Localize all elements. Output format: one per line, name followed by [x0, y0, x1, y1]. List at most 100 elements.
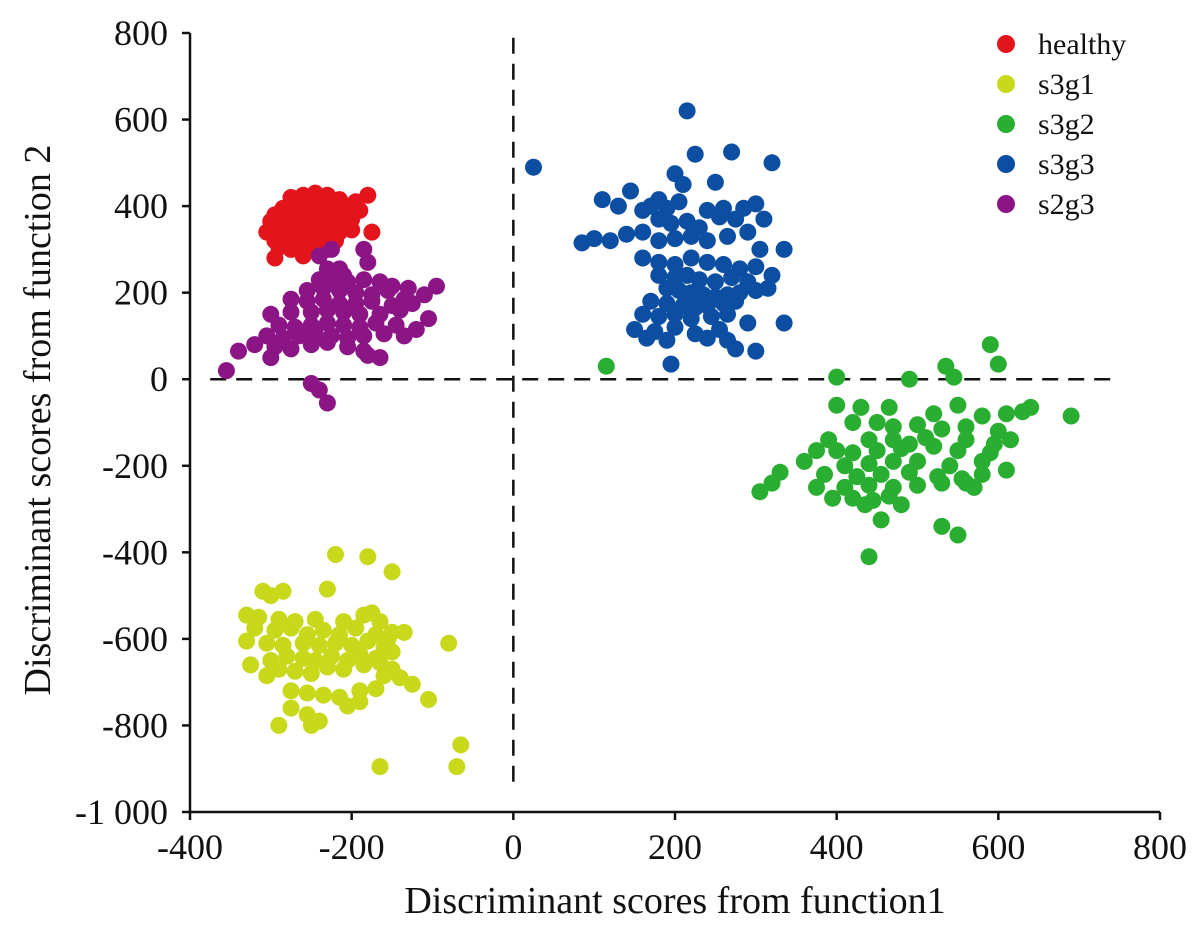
- data-point-healthy: [266, 249, 284, 267]
- legend-marker: [997, 75, 1015, 93]
- data-point-s3g1: [294, 634, 312, 652]
- data-point-s3g1: [403, 675, 421, 693]
- data-point-s3g1: [335, 660, 353, 678]
- data-point-s3g2: [872, 465, 890, 483]
- legend-marker: [997, 155, 1015, 173]
- data-point-s2g3: [351, 305, 369, 323]
- data-point-s3g2: [751, 483, 769, 501]
- data-point-s3g3: [702, 308, 720, 325]
- x-tick-label: 0: [504, 827, 522, 867]
- data-point-s3g2: [933, 517, 951, 535]
- data-point-s3g3: [601, 232, 619, 250]
- data-point-s2g3: [282, 290, 300, 308]
- data-point-s3g3: [747, 195, 765, 213]
- data-point-s3g2: [933, 474, 951, 492]
- data-point-s2g3: [262, 349, 280, 367]
- data-point-s3g2: [981, 336, 999, 354]
- data-point-s3g3: [666, 318, 684, 336]
- data-point-s3g1: [367, 680, 385, 698]
- data-point-s3g3: [775, 314, 793, 332]
- data-point-s3g3: [763, 266, 781, 284]
- data-point-s3g3: [711, 208, 728, 226]
- data-point-s3g2: [828, 396, 846, 414]
- data-point-s3g3: [638, 329, 656, 347]
- x-tick-label: 800: [1133, 827, 1187, 867]
- data-point-s2g3: [355, 271, 373, 289]
- x-axis-title: Discriminant scores from function1: [404, 880, 945, 922]
- data-point-s3g3: [706, 173, 724, 191]
- legend-label: s2g3: [1038, 188, 1095, 221]
- data-point-s3g1: [258, 634, 276, 652]
- data-point-s3g2: [965, 478, 983, 496]
- data-point-s3g3: [626, 321, 644, 338]
- data-point-s3g3: [682, 310, 700, 328]
- data-point-s3g1: [278, 647, 296, 665]
- data-point-s3g1: [314, 621, 332, 639]
- data-point-s3g3: [739, 314, 757, 332]
- data-point-s3g2: [909, 416, 926, 434]
- data-point-s3g3: [662, 355, 680, 373]
- data-point-s3g1: [347, 619, 365, 637]
- data-point-s3g2: [860, 476, 878, 494]
- data-point-s3g2: [909, 476, 926, 494]
- data-point-s3g2: [941, 457, 959, 475]
- data-point-s2g3: [282, 303, 300, 321]
- data-point-s2g3: [230, 342, 247, 360]
- data-point-s2g3: [391, 301, 409, 319]
- data-point-s3g3: [727, 210, 745, 228]
- series-s3g1: [238, 546, 470, 776]
- data-point-s3g3: [678, 102, 696, 120]
- x-tick-label: 400: [810, 827, 864, 867]
- data-point-s3g2: [973, 407, 991, 425]
- data-point-s3g3: [609, 197, 627, 215]
- data-point-s3g2: [1062, 407, 1080, 425]
- data-point-s3g2: [848, 468, 866, 486]
- legend-item-s3g1: s3g1: [997, 68, 1095, 101]
- data-point-s3g2: [892, 440, 910, 457]
- data-point-s3g2: [933, 420, 951, 438]
- data-point-s3g1: [351, 693, 369, 711]
- y-tick-label: 800: [114, 13, 168, 53]
- data-point-s3g3: [666, 305, 684, 323]
- x-tick-label: 200: [648, 827, 702, 867]
- data-point-s3g3: [650, 308, 668, 325]
- legend-item-healthy: healthy: [997, 28, 1126, 61]
- data-point-s3g3: [763, 154, 781, 172]
- data-point-s3g1: [302, 716, 320, 734]
- data-point-s3g2: [868, 442, 886, 460]
- data-point-s3g2: [973, 452, 991, 470]
- series-s2g3: [217, 240, 445, 412]
- legend-marker: [997, 115, 1015, 133]
- data-point-s3g3: [650, 253, 668, 271]
- data-point-s3g2: [856, 496, 874, 514]
- data-point-s3g2: [824, 489, 842, 507]
- data-point-s3g3: [658, 331, 676, 349]
- data-point-s2g3: [318, 301, 336, 319]
- data-point-s3g3: [686, 145, 704, 163]
- data-point-s3g2: [957, 418, 975, 436]
- data-point-s3g2: [1022, 398, 1040, 416]
- data-point-s3g2: [880, 487, 898, 505]
- data-point-s3g3: [525, 158, 542, 176]
- data-point-s3g1: [448, 758, 466, 776]
- data-point-s3g2: [844, 444, 862, 462]
- data-point-s2g3: [355, 240, 373, 258]
- data-point-s3g3: [723, 269, 741, 286]
- data-point-s3g3: [698, 232, 716, 250]
- data-point-s3g2: [860, 548, 878, 566]
- data-point-s3g3: [719, 227, 736, 245]
- data-point-s3g3: [719, 305, 736, 323]
- data-point-s3g1: [318, 580, 336, 598]
- data-point-s3g3: [585, 230, 603, 248]
- data-point-s3g3: [593, 191, 611, 209]
- data-point-s3g1: [395, 623, 413, 641]
- x-tick-label: -400: [157, 827, 223, 867]
- data-point-s3g1: [258, 667, 276, 685]
- data-point-s3g3: [634, 305, 652, 323]
- data-point-s3g3: [739, 223, 757, 241]
- data-point-s3g2: [844, 414, 862, 431]
- y-tick-label: -400: [102, 532, 168, 572]
- data-point-s3g1: [302, 665, 320, 682]
